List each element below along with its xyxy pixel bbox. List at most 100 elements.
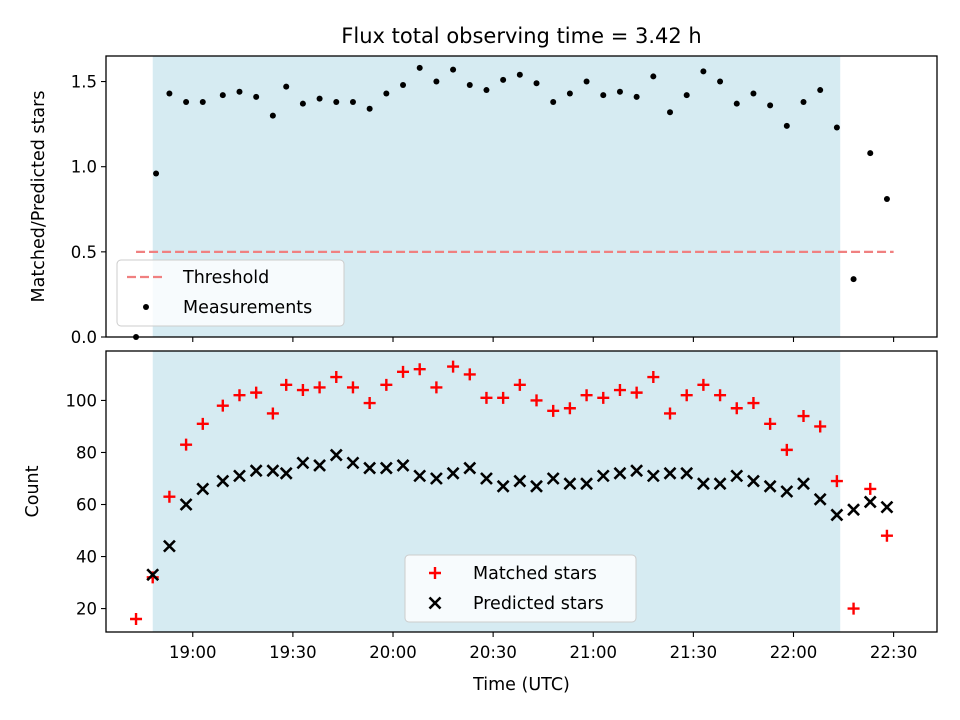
matched-star-point	[864, 482, 877, 495]
predicted-star-point	[363, 461, 377, 475]
x-tick-label: 19:30	[269, 643, 317, 662]
matched-star-point	[250, 386, 263, 399]
top-y-axis-ticks: 0.0 0.5 1.0 1.5	[71, 73, 106, 347]
predicted-star-point	[696, 477, 710, 491]
predicted-star-point	[863, 495, 877, 509]
matched-star-point	[346, 381, 359, 394]
matched-star-point	[497, 391, 510, 404]
predicted-star-point	[530, 479, 543, 493]
legend-predicted-stars-swatch	[428, 596, 442, 610]
predicted-star-point	[496, 479, 510, 493]
x-tick-label: 19:00	[169, 643, 217, 662]
matched-star-point	[814, 420, 827, 433]
measurement-point	[269, 112, 276, 119]
matched-star-point	[463, 368, 476, 381]
measurement-point	[199, 98, 206, 105]
bottom-panel: 20 40 60 80 100 19:00 19:30 20:00 20:30 21:00 21:…	[23, 350, 938, 695]
predicted-star-point	[463, 461, 477, 475]
matched-star-point	[613, 384, 626, 397]
bottom-legend: Matched stars Predicted stars	[404, 554, 637, 623]
matched-star-point	[780, 443, 793, 456]
predicted-star-point	[763, 479, 777, 493]
measurement-point	[850, 276, 857, 283]
legend-measurements-label: Measurements	[183, 298, 312, 318]
matched-star-point	[664, 407, 677, 420]
top-y-tick-label: 1.0	[71, 158, 97, 177]
bottom-x-axis-ticks: 19:00 19:30 20:00 20:30 21:00 21:30 22:00 22:30	[169, 632, 917, 662]
measurement-point	[253, 93, 260, 100]
predicted-star-point	[279, 466, 293, 480]
measurement-point	[416, 64, 423, 71]
matched-star-point	[296, 384, 309, 397]
predicted-stars-points	[146, 448, 894, 582]
matched-star-point	[130, 612, 143, 625]
predicted-star-point	[730, 469, 744, 483]
matched-star-point	[397, 365, 410, 378]
matched-star-point	[180, 438, 193, 451]
x-tick-label: 21:00	[569, 643, 617, 662]
matched-star-point	[847, 602, 860, 615]
legend-predicted-stars-label: Predicted stars	[473, 594, 604, 614]
matched-star-point	[547, 404, 560, 417]
measurement-point	[450, 66, 457, 73]
matched-star-point	[513, 378, 526, 391]
predicted-star-point	[216, 474, 230, 488]
measurement-point	[483, 87, 490, 94]
predicted-star-point	[446, 466, 460, 480]
predicted-star-point	[630, 464, 644, 478]
predicted-star-point	[413, 469, 427, 483]
top-y-axis-label: Matched/Predicted stars	[29, 91, 49, 303]
predicted-star-point	[830, 508, 844, 522]
matched-star-point	[196, 417, 209, 430]
top-y-tick-label: 0.0	[71, 328, 97, 347]
measurement-point	[566, 90, 573, 97]
predicted-star-point	[162, 539, 176, 553]
predicted-star-point	[596, 469, 610, 483]
predicted-star-point	[396, 459, 410, 472]
matched-star-point	[480, 391, 493, 404]
predicted-star-point	[613, 466, 627, 480]
measurement-point	[533, 80, 540, 87]
measurement-point	[633, 93, 640, 100]
measurement-point	[153, 170, 160, 177]
matched-star-point	[216, 399, 229, 412]
matched-star-point	[880, 529, 893, 542]
measurement-point	[316, 95, 323, 102]
predicted-star-point	[813, 492, 827, 506]
predicted-star-point	[546, 472, 560, 485]
measurement-point	[800, 98, 807, 105]
matched-star-point	[163, 490, 176, 503]
matched-star-point	[313, 381, 326, 394]
predicted-star-point	[179, 498, 193, 511]
x-tick-label: 20:30	[469, 643, 517, 662]
measurement-point	[166, 90, 173, 97]
chart-title: Flux total observing time = 3.42 h	[341, 24, 701, 48]
top-legend-box	[116, 259, 345, 327]
measurement-point	[299, 100, 306, 107]
measurement-point	[466, 81, 473, 88]
matched-star-point	[730, 402, 743, 415]
measurement-point	[733, 100, 740, 107]
bottom-y-tick-label: 60	[76, 496, 97, 515]
matched-star-point	[266, 407, 279, 420]
predicted-star-point	[680, 466, 694, 480]
matched-star-point	[597, 391, 610, 404]
x-tick-label: 20:00	[369, 643, 417, 662]
x-tick-label: 22:30	[870, 643, 918, 662]
bottom-y-tick-label: 40	[76, 548, 97, 567]
bottom-y-tick-label: 100	[66, 391, 98, 410]
measurement-point	[516, 71, 523, 78]
measurement-point	[883, 196, 890, 203]
matched-star-point	[233, 389, 246, 402]
top-axes-frame	[105, 55, 938, 338]
measurement-point	[683, 92, 690, 99]
measurement-point	[583, 78, 590, 85]
matched-star-point	[380, 378, 393, 391]
matched-star-point	[413, 363, 426, 376]
predicted-star-point	[329, 448, 343, 462]
matched-star-point	[680, 389, 693, 402]
top-x-axis-ticks	[192, 337, 895, 342]
measurement-point	[767, 102, 774, 109]
predicted-star-point	[146, 568, 160, 582]
